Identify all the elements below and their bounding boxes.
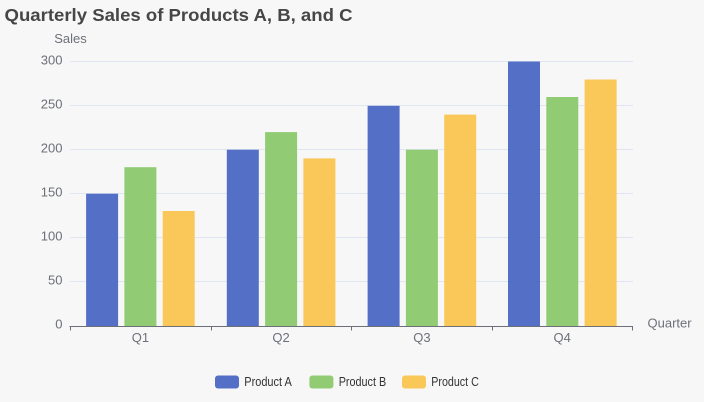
svg-text:Sales: Sales	[54, 31, 87, 46]
svg-text:Quarterly Sales of Products A,: Quarterly Sales of Products A, B, and C	[5, 5, 353, 25]
svg-text:100: 100	[41, 229, 63, 244]
svg-text:150: 150	[41, 185, 63, 200]
svg-text:50: 50	[48, 273, 62, 288]
svg-text:Product C: Product C	[431, 374, 479, 389]
svg-text:Product B: Product B	[339, 374, 387, 389]
svg-text:0: 0	[55, 317, 62, 332]
svg-text:300: 300	[41, 53, 63, 68]
svg-text:Q3: Q3	[413, 330, 430, 345]
svg-text:Quarter: Quarter	[648, 316, 693, 331]
svg-text:Product A: Product A	[244, 374, 292, 389]
svg-text:250: 250	[41, 97, 63, 112]
svg-text:Q1: Q1	[132, 330, 149, 345]
svg-text:Q4: Q4	[554, 330, 571, 345]
svg-text:200: 200	[41, 141, 63, 156]
svg-text:Q2: Q2	[272, 330, 289, 345]
